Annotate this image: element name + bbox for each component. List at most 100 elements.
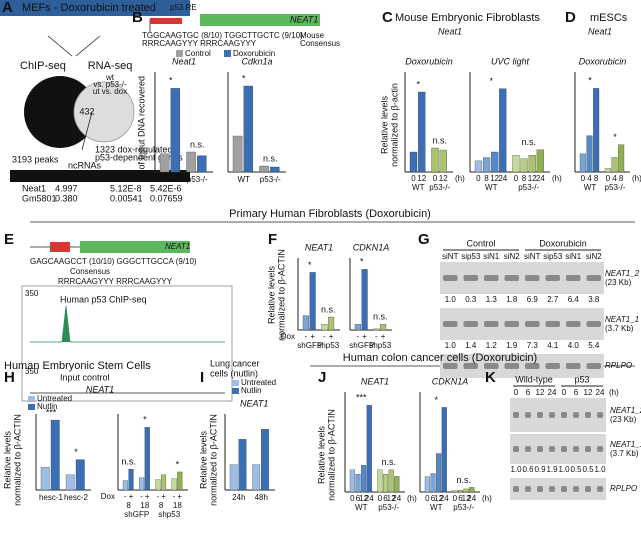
bar bbox=[536, 149, 544, 173]
label: RRRCAAGYYY RRRCAAGYYY bbox=[58, 277, 173, 286]
panel-label: J bbox=[318, 369, 326, 386]
significance: n.s. bbox=[521, 137, 536, 147]
bar bbox=[160, 474, 167, 491]
label: Neat1 bbox=[438, 26, 462, 36]
blot-band bbox=[484, 275, 499, 281]
label: Human Embryonic Stem Cells bbox=[4, 360, 151, 372]
label: 3.8 bbox=[588, 295, 600, 304]
chart-title: CDKN1A bbox=[353, 242, 390, 252]
group-label: 8 bbox=[126, 501, 131, 510]
bar bbox=[155, 479, 161, 491]
label: 0.5 bbox=[582, 465, 594, 474]
group-label: 48h bbox=[255, 493, 268, 502]
x-tick-label: 24 bbox=[498, 174, 507, 183]
blot-band bbox=[513, 412, 519, 418]
blot-band bbox=[597, 412, 603, 418]
bar bbox=[355, 474, 361, 493]
group-label: 8 bbox=[159, 501, 164, 510]
x-tick-label: + bbox=[129, 492, 134, 501]
bar bbox=[261, 429, 269, 491]
bar bbox=[50, 419, 60, 491]
label: Neat1 bbox=[588, 26, 612, 36]
blot-band bbox=[597, 486, 603, 492]
label: 0.380 bbox=[55, 193, 78, 203]
bar bbox=[436, 453, 442, 493]
label: 2.7 bbox=[547, 295, 559, 304]
x-tick-label: + bbox=[177, 492, 182, 501]
section-title: Primary Human Fibroblasts (Doxorubicin) bbox=[229, 208, 431, 220]
label: 1.2 bbox=[486, 341, 498, 350]
blot-band bbox=[463, 275, 478, 281]
bar bbox=[431, 147, 439, 173]
label: siN2 bbox=[586, 252, 603, 261]
label: (3.7 Kb) bbox=[610, 449, 639, 458]
x-tick-label: 12 bbox=[439, 174, 448, 183]
x-tick-label: 0 bbox=[453, 494, 458, 503]
panel-label: F bbox=[268, 231, 277, 248]
label: 6 bbox=[574, 388, 579, 397]
x-tick-label: 0 bbox=[514, 174, 519, 183]
label: NEAT1 bbox=[86, 384, 114, 394]
blots bbox=[440, 262, 606, 500]
blot-band bbox=[561, 486, 567, 492]
x-tick-label: 0 bbox=[378, 494, 383, 503]
label: 1.0 bbox=[445, 341, 457, 350]
label: normalized to β-ACTIN bbox=[276, 249, 286, 341]
blot-band bbox=[549, 486, 555, 492]
label: ut vs. dox bbox=[93, 87, 127, 96]
blot-band bbox=[525, 446, 531, 452]
label: Relative levels bbox=[2, 430, 12, 489]
x-tick-label: 12 bbox=[462, 494, 471, 503]
label: 12 bbox=[584, 388, 593, 397]
label: 6.9 bbox=[527, 295, 539, 304]
blot-band bbox=[513, 486, 519, 492]
label: normalized to β-ACTIN bbox=[326, 409, 336, 501]
significance: * bbox=[416, 79, 420, 89]
label: Wild-type bbox=[515, 374, 553, 384]
bar bbox=[388, 469, 394, 493]
blot-band bbox=[443, 321, 458, 327]
bar bbox=[593, 88, 600, 173]
bar bbox=[139, 477, 145, 491]
label: 1.0 bbox=[594, 465, 606, 474]
bar bbox=[418, 91, 426, 173]
bar bbox=[491, 151, 499, 173]
label: (h) bbox=[632, 174, 641, 183]
bar bbox=[328, 316, 335, 331]
label: NEAT1_1 bbox=[610, 440, 641, 449]
label: NEAT1_2 bbox=[610, 406, 641, 415]
label: siN1 bbox=[483, 252, 500, 261]
label: 12 bbox=[536, 388, 545, 397]
blot-band bbox=[561, 446, 567, 452]
group-label: hesc-2 bbox=[64, 493, 89, 502]
significance: n.s. bbox=[321, 304, 336, 314]
significance: n.s. bbox=[121, 456, 136, 466]
label: normalized to β-actin bbox=[389, 83, 399, 167]
x-tick-label: 0 bbox=[433, 174, 438, 183]
blot-band bbox=[566, 321, 581, 327]
label: 6.4 bbox=[568, 295, 580, 304]
label: p-val bbox=[110, 170, 130, 180]
section-title: Human colon cancer cells (Doxorubicin) bbox=[343, 352, 537, 364]
label: 5.12E-8 bbox=[110, 183, 142, 193]
label: Control bbox=[466, 238, 495, 248]
content: A B C D E F G H I J K MEFs - Doxorubicin treated ChI… bbox=[2, 0, 641, 519]
x-tick-label: 8 bbox=[522, 174, 527, 183]
legend-swatch bbox=[232, 388, 239, 394]
bar bbox=[186, 151, 196, 173]
label: RRRCAAGYYY RRRCAAGYYY bbox=[142, 39, 257, 48]
bar bbox=[354, 324, 361, 331]
label: 0.00541 bbox=[110, 193, 143, 203]
x-tick-label: + bbox=[161, 492, 166, 501]
group-label: p53-/- bbox=[453, 503, 474, 512]
x-tick-label: - bbox=[173, 492, 176, 501]
label: 350 bbox=[25, 289, 39, 298]
legend-label: Control bbox=[185, 49, 211, 58]
label: 350 bbox=[25, 367, 39, 376]
chart-title: Doxorubicin bbox=[405, 56, 453, 66]
blot-band bbox=[443, 275, 458, 281]
x-tick-label: 6 bbox=[356, 494, 361, 503]
bar bbox=[469, 487, 475, 493]
bar bbox=[259, 165, 269, 173]
x-tick-label: + bbox=[310, 332, 315, 341]
